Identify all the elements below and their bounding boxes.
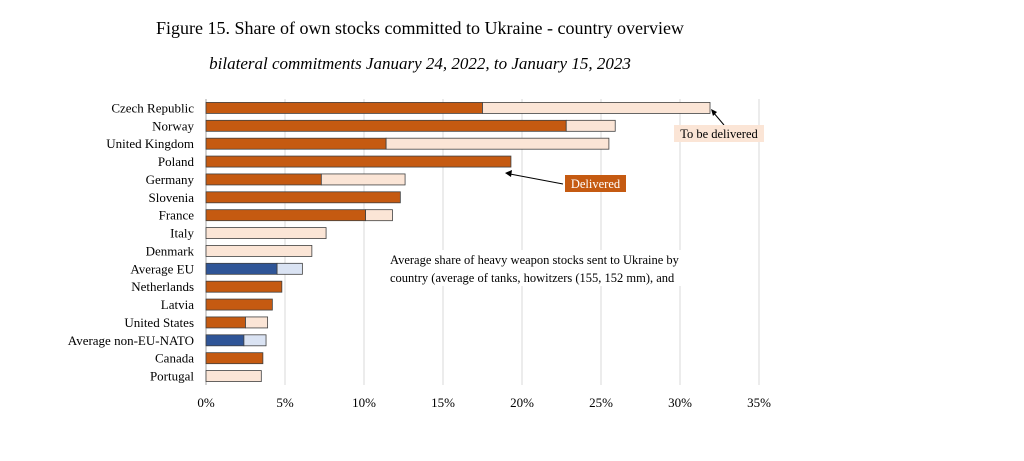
tbd-arrow-head (711, 109, 717, 116)
figure-title: Figure 15. Share of own stocks committed… (156, 18, 684, 38)
delivered-arrow-line (509, 173, 564, 185)
annotations: To be delivered Delivered Average share … (385, 109, 764, 286)
category-label: United States (124, 315, 194, 330)
bar-delivered (205, 155, 512, 168)
delivered-arrow-head (505, 170, 512, 177)
category-label: Average non-EU-NATO (68, 333, 194, 348)
x-tick-label: 20% (510, 395, 534, 410)
bar-delivered (205, 262, 278, 275)
category-label: Norway (152, 118, 194, 133)
bars (205, 102, 711, 382)
x-tick-label: 5% (276, 395, 294, 410)
bar-to-be-delivered (205, 245, 313, 257)
category-label: Czech Republic (111, 100, 194, 115)
bar-to-be-delivered (205, 227, 327, 239)
bar-delivered (205, 334, 245, 347)
bar-delivered (205, 280, 283, 293)
bar-to-be-delivered (565, 119, 616, 132)
note-line-2: country (average of tanks, howitzers (15… (390, 271, 675, 285)
bar-delivered (205, 173, 322, 186)
category-label: United Kingdom (106, 136, 194, 151)
category-label: Slovenia (149, 190, 195, 205)
x-tick-label: 30% (668, 395, 692, 410)
bar-to-be-delivered (243, 334, 267, 347)
x-tick-label: 0% (197, 395, 215, 410)
bar-to-be-delivered (320, 173, 406, 186)
category-label: Netherlands (131, 279, 194, 294)
bar-delivered (205, 209, 366, 222)
x-tick-label: 10% (352, 395, 376, 410)
bar-delivered (205, 102, 483, 114)
category-label: Latvia (161, 297, 194, 312)
bar-to-be-delivered (482, 102, 711, 114)
category-label: Italy (170, 226, 194, 241)
bar-to-be-delivered (205, 370, 262, 382)
category-label: Average EU (130, 261, 194, 276)
category-label: Canada (155, 351, 194, 366)
bar-delivered (205, 137, 387, 150)
bar-to-be-delivered (365, 209, 393, 222)
category-label: Portugal (150, 369, 194, 384)
bar-delivered (205, 119, 567, 132)
x-tick-label: 15% (431, 395, 455, 410)
bar-to-be-delivered (385, 137, 610, 150)
tbd-label: To be delivered (680, 127, 758, 141)
delivered-label: Delivered (571, 177, 621, 191)
bar-delivered (205, 316, 246, 329)
x-tick-label: 25% (589, 395, 613, 410)
category-label: Denmark (146, 243, 195, 258)
bar-to-be-delivered (245, 316, 269, 329)
note-background (385, 250, 725, 286)
tbd-label-box (674, 125, 764, 142)
category-label: France (159, 208, 195, 223)
bar-delivered (205, 298, 273, 311)
x-tick-labels: 0% 5% 10% 15% 20% 25% 30% 35% (197, 395, 771, 410)
category-label: Poland (158, 154, 195, 169)
figure-subtitle: bilateral commitments January 24, 2022, … (209, 54, 631, 73)
bar-to-be-delivered (276, 262, 303, 275)
category-labels: Czech Republic Norway United Kingdom Poland… (68, 100, 195, 383)
note-line-1: Average share of heavy weapon stocks sen… (390, 253, 680, 267)
bar-delivered (205, 352, 264, 365)
bar-delivered (205, 191, 401, 204)
delivered-label-box (565, 175, 626, 192)
category-label: Germany (146, 172, 195, 187)
x-tick-label: 35% (747, 395, 771, 410)
